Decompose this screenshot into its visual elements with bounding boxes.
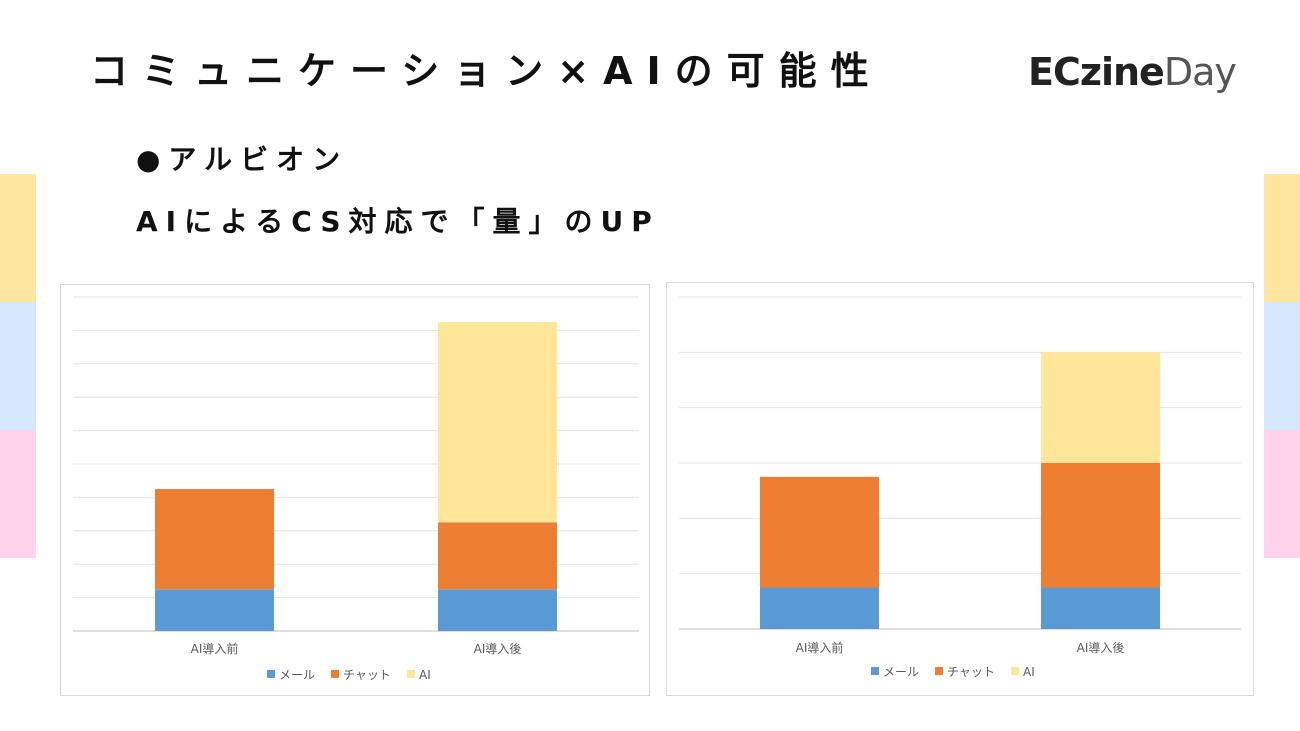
logo-text-eczine: ECzine: [1028, 50, 1165, 94]
category-label: AI導入前: [796, 640, 844, 655]
bar-segment-1-メール: [1041, 587, 1160, 629]
legend-swatch: [871, 667, 879, 675]
right-stripe-pink: [1264, 430, 1300, 558]
bar-segment-0-メール: [760, 587, 879, 629]
bar-segment-0-チャット: [155, 489, 274, 590]
legend-swatch: [331, 670, 339, 678]
legend-swatch: [407, 670, 415, 678]
bar-segment-1-AI: [1041, 352, 1160, 463]
left-stripe-pink: [0, 430, 36, 558]
legend-swatch: [267, 670, 275, 678]
category-label: AI導入前: [191, 641, 239, 656]
right-stripe-yellow: [1264, 174, 1300, 302]
bar-segment-0-メール: [155, 589, 274, 631]
company-heading: ●アルビオン: [136, 143, 349, 176]
stacked-bar-chart-left: AI導入前 AI導入後メール チャット AI: [60, 284, 650, 696]
bar-segment-1-AI: [438, 322, 557, 523]
right-stripe-blue: [1264, 302, 1300, 430]
bar-segment-1-チャット: [438, 522, 557, 590]
category-label: AI導入後: [1077, 641, 1125, 655]
legend-label: メール: [883, 665, 919, 679]
category-label: AI導入後: [474, 642, 522, 656]
legend-swatch: [935, 667, 943, 675]
left-stripe-yellow: [0, 174, 36, 302]
legend-label: AI: [1023, 665, 1035, 679]
bar-segment-0-チャット: [760, 476, 879, 588]
eczine-day-logo: ECzineDay: [1028, 50, 1237, 94]
logo-text-day: Day: [1163, 50, 1237, 94]
left-stripe-blue: [0, 302, 36, 430]
bar-segment-1-チャット: [1041, 463, 1160, 588]
bar-segment-1-メール: [438, 589, 557, 631]
legend-label: チャット: [947, 665, 995, 679]
section-subtitle: AIによるCS対応で「量」のUP: [136, 205, 660, 238]
legend-label: チャット: [343, 668, 391, 682]
legend-swatch: [1011, 667, 1019, 675]
legend-label: メール: [279, 668, 315, 682]
stacked-bar-chart-right: AI導入前 AI導入後メール チャット AI: [666, 282, 1254, 696]
legend-label: AI: [419, 668, 431, 682]
page-title: コミュニケーション×AIの可能性: [90, 49, 883, 93]
